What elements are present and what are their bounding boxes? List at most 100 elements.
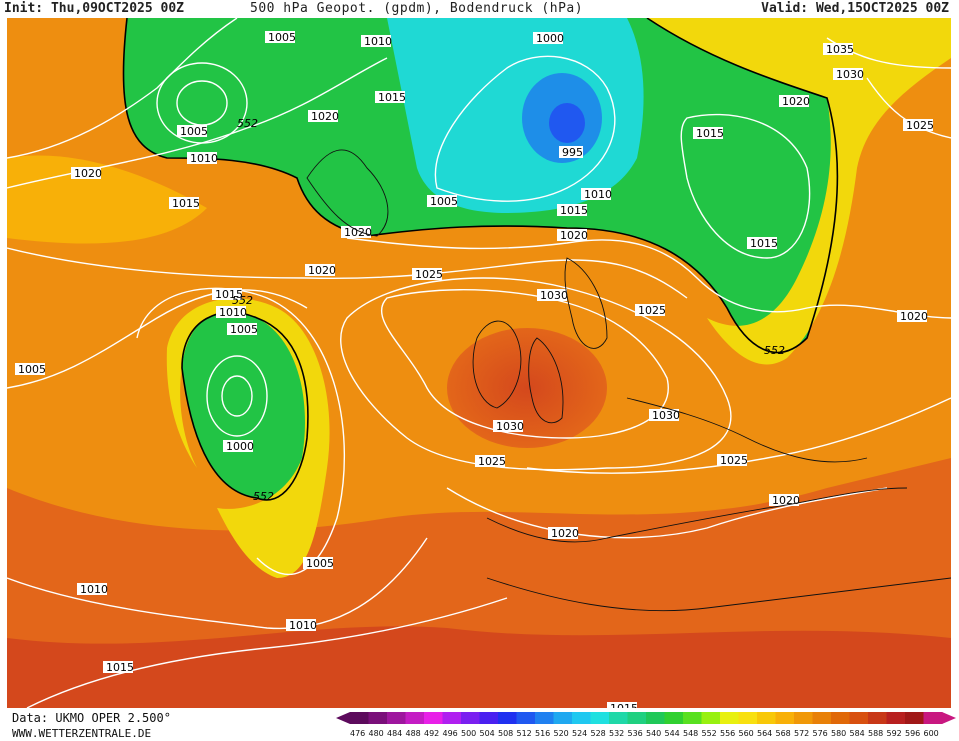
isobar bbox=[346, 237, 951, 319]
color-legend: 476 480 484 488 492 496 500 504 508 512 516 520 524 5… bbox=[336, 712, 956, 738]
svg-text:1000: 1000 bbox=[226, 440, 254, 453]
legend-tick-label: 600 bbox=[924, 729, 939, 738]
atlantic-low bbox=[182, 312, 308, 500]
label-1025: 1025 bbox=[475, 455, 506, 468]
legend-swatch bbox=[868, 712, 887, 724]
legend-tick-label: 564 bbox=[757, 729, 772, 738]
svg-text:1010: 1010 bbox=[219, 306, 247, 319]
legend-swatch bbox=[516, 712, 536, 724]
legend-tick-label: 504 bbox=[480, 729, 495, 738]
label-1020: 1020 bbox=[305, 264, 336, 277]
legend-right-arrow bbox=[942, 712, 956, 724]
legend-tick-label: 588 bbox=[868, 729, 883, 738]
label-1030: 1030 bbox=[493, 420, 524, 433]
svg-text:1015: 1015 bbox=[172, 197, 200, 210]
svg-text:1015: 1015 bbox=[378, 91, 406, 104]
svg-text:1025: 1025 bbox=[906, 119, 934, 132]
legend-tick-label: 544 bbox=[665, 729, 680, 738]
svg-text:1020: 1020 bbox=[308, 264, 336, 277]
east-yellow-fringe bbox=[647, 18, 951, 365]
label-1010: 1010 bbox=[216, 306, 247, 319]
svg-text:1030: 1030 bbox=[496, 420, 524, 433]
label-1005: 1005 bbox=[427, 195, 458, 208]
label-1025: 1025 bbox=[903, 119, 934, 132]
svg-text:1025: 1025 bbox=[415, 268, 443, 281]
legend-tick-label: 512 bbox=[517, 729, 532, 738]
legend-swatch bbox=[683, 712, 702, 724]
svg-text:552: 552 bbox=[253, 490, 274, 503]
legend-swatch bbox=[553, 712, 573, 724]
svg-text:1030: 1030 bbox=[836, 68, 864, 81]
label-552: 552 bbox=[232, 294, 253, 307]
legend-tick-label: 536 bbox=[628, 729, 643, 738]
legend-tick-label: 548 bbox=[683, 729, 698, 738]
legend-swatch bbox=[442, 712, 462, 724]
svg-text:552: 552 bbox=[237, 117, 258, 130]
label-1005: 1005 bbox=[177, 125, 208, 138]
legend-tick-label: 524 bbox=[572, 729, 587, 738]
legend-swatch bbox=[775, 712, 795, 724]
svg-text:1025: 1025 bbox=[638, 304, 666, 317]
data-source: Data: UKMO OPER 2.500° bbox=[12, 711, 171, 725]
label-1025: 1025 bbox=[412, 268, 443, 281]
legend-tick-label: 560 bbox=[739, 729, 754, 738]
legend-swatch bbox=[646, 712, 665, 724]
legend-swatch bbox=[461, 712, 480, 724]
legend-tick-label: 488 bbox=[406, 729, 421, 738]
label-1010: 1010 bbox=[361, 35, 392, 48]
legend-swatch bbox=[794, 712, 813, 724]
svg-text:1020: 1020 bbox=[74, 167, 102, 180]
svg-text:1020: 1020 bbox=[560, 229, 588, 242]
label-1010: 1010 bbox=[286, 619, 317, 632]
coastlines bbox=[306, 149, 951, 612]
svg-text:1015: 1015 bbox=[696, 127, 724, 140]
isobar bbox=[7, 18, 238, 159]
svg-text:552: 552 bbox=[764, 344, 785, 357]
svg-text:1025: 1025 bbox=[478, 455, 506, 468]
svg-text:1020: 1020 bbox=[311, 110, 339, 123]
legend-swatch bbox=[572, 712, 591, 724]
isobar bbox=[206, 355, 268, 437]
isobar bbox=[7, 289, 308, 389]
legend-tick-label: 480 bbox=[369, 729, 384, 738]
svg-text:1010: 1010 bbox=[80, 583, 108, 596]
svg-text:1005: 1005 bbox=[430, 195, 458, 208]
init-time: Init: Thu,09OCT2025 00Z bbox=[4, 1, 185, 16]
svg-text:1000: 1000 bbox=[536, 32, 564, 45]
svg-text:1030: 1030 bbox=[540, 289, 568, 302]
website-label: WWW.WETTERZENTRALE.DE bbox=[12, 727, 152, 740]
isobar bbox=[7, 247, 688, 299]
legend-tick-label: 532 bbox=[609, 729, 624, 738]
isobar bbox=[221, 375, 253, 417]
label-1020: 1020 bbox=[341, 226, 372, 239]
legend-swatch bbox=[720, 712, 739, 724]
legend-tick-label: 500 bbox=[461, 729, 476, 738]
svg-text:1015: 1015 bbox=[560, 204, 588, 217]
legend-swatch bbox=[664, 712, 684, 724]
isobar bbox=[156, 62, 248, 144]
svg-text:1015: 1015 bbox=[610, 702, 638, 708]
isobar bbox=[866, 77, 951, 139]
atlantic-low-fringe bbox=[166, 298, 330, 578]
footer-bar: Data: UKMO OPER 2.500° WWW.WETTERZENTRAL… bbox=[0, 709, 959, 741]
legend-tick-label: 508 bbox=[498, 729, 513, 738]
legend-tick-label: 552 bbox=[702, 729, 717, 738]
legend-swatch bbox=[368, 712, 388, 724]
label-1020: 1020 bbox=[897, 310, 928, 323]
isobar bbox=[526, 397, 951, 474]
svg-text:1010: 1010 bbox=[190, 152, 218, 165]
label-995: 995 bbox=[559, 146, 583, 159]
label-1005: 1005 bbox=[265, 31, 296, 44]
legend-tick-label: 576 bbox=[813, 729, 828, 738]
label-1025: 1025 bbox=[717, 454, 748, 467]
label-1015: 1015 bbox=[212, 288, 243, 301]
isobar bbox=[446, 487, 888, 539]
svg-text:1020: 1020 bbox=[782, 95, 810, 108]
legend-tick-label: 596 bbox=[905, 729, 920, 738]
label-1010: 1010 bbox=[187, 152, 218, 165]
legend-swatch bbox=[405, 712, 425, 724]
svg-text:1015: 1015 bbox=[750, 237, 778, 250]
label-1005: 1005 bbox=[15, 363, 46, 376]
legend-tick-label: 540 bbox=[646, 729, 661, 738]
svg-text:1015: 1015 bbox=[215, 288, 243, 301]
